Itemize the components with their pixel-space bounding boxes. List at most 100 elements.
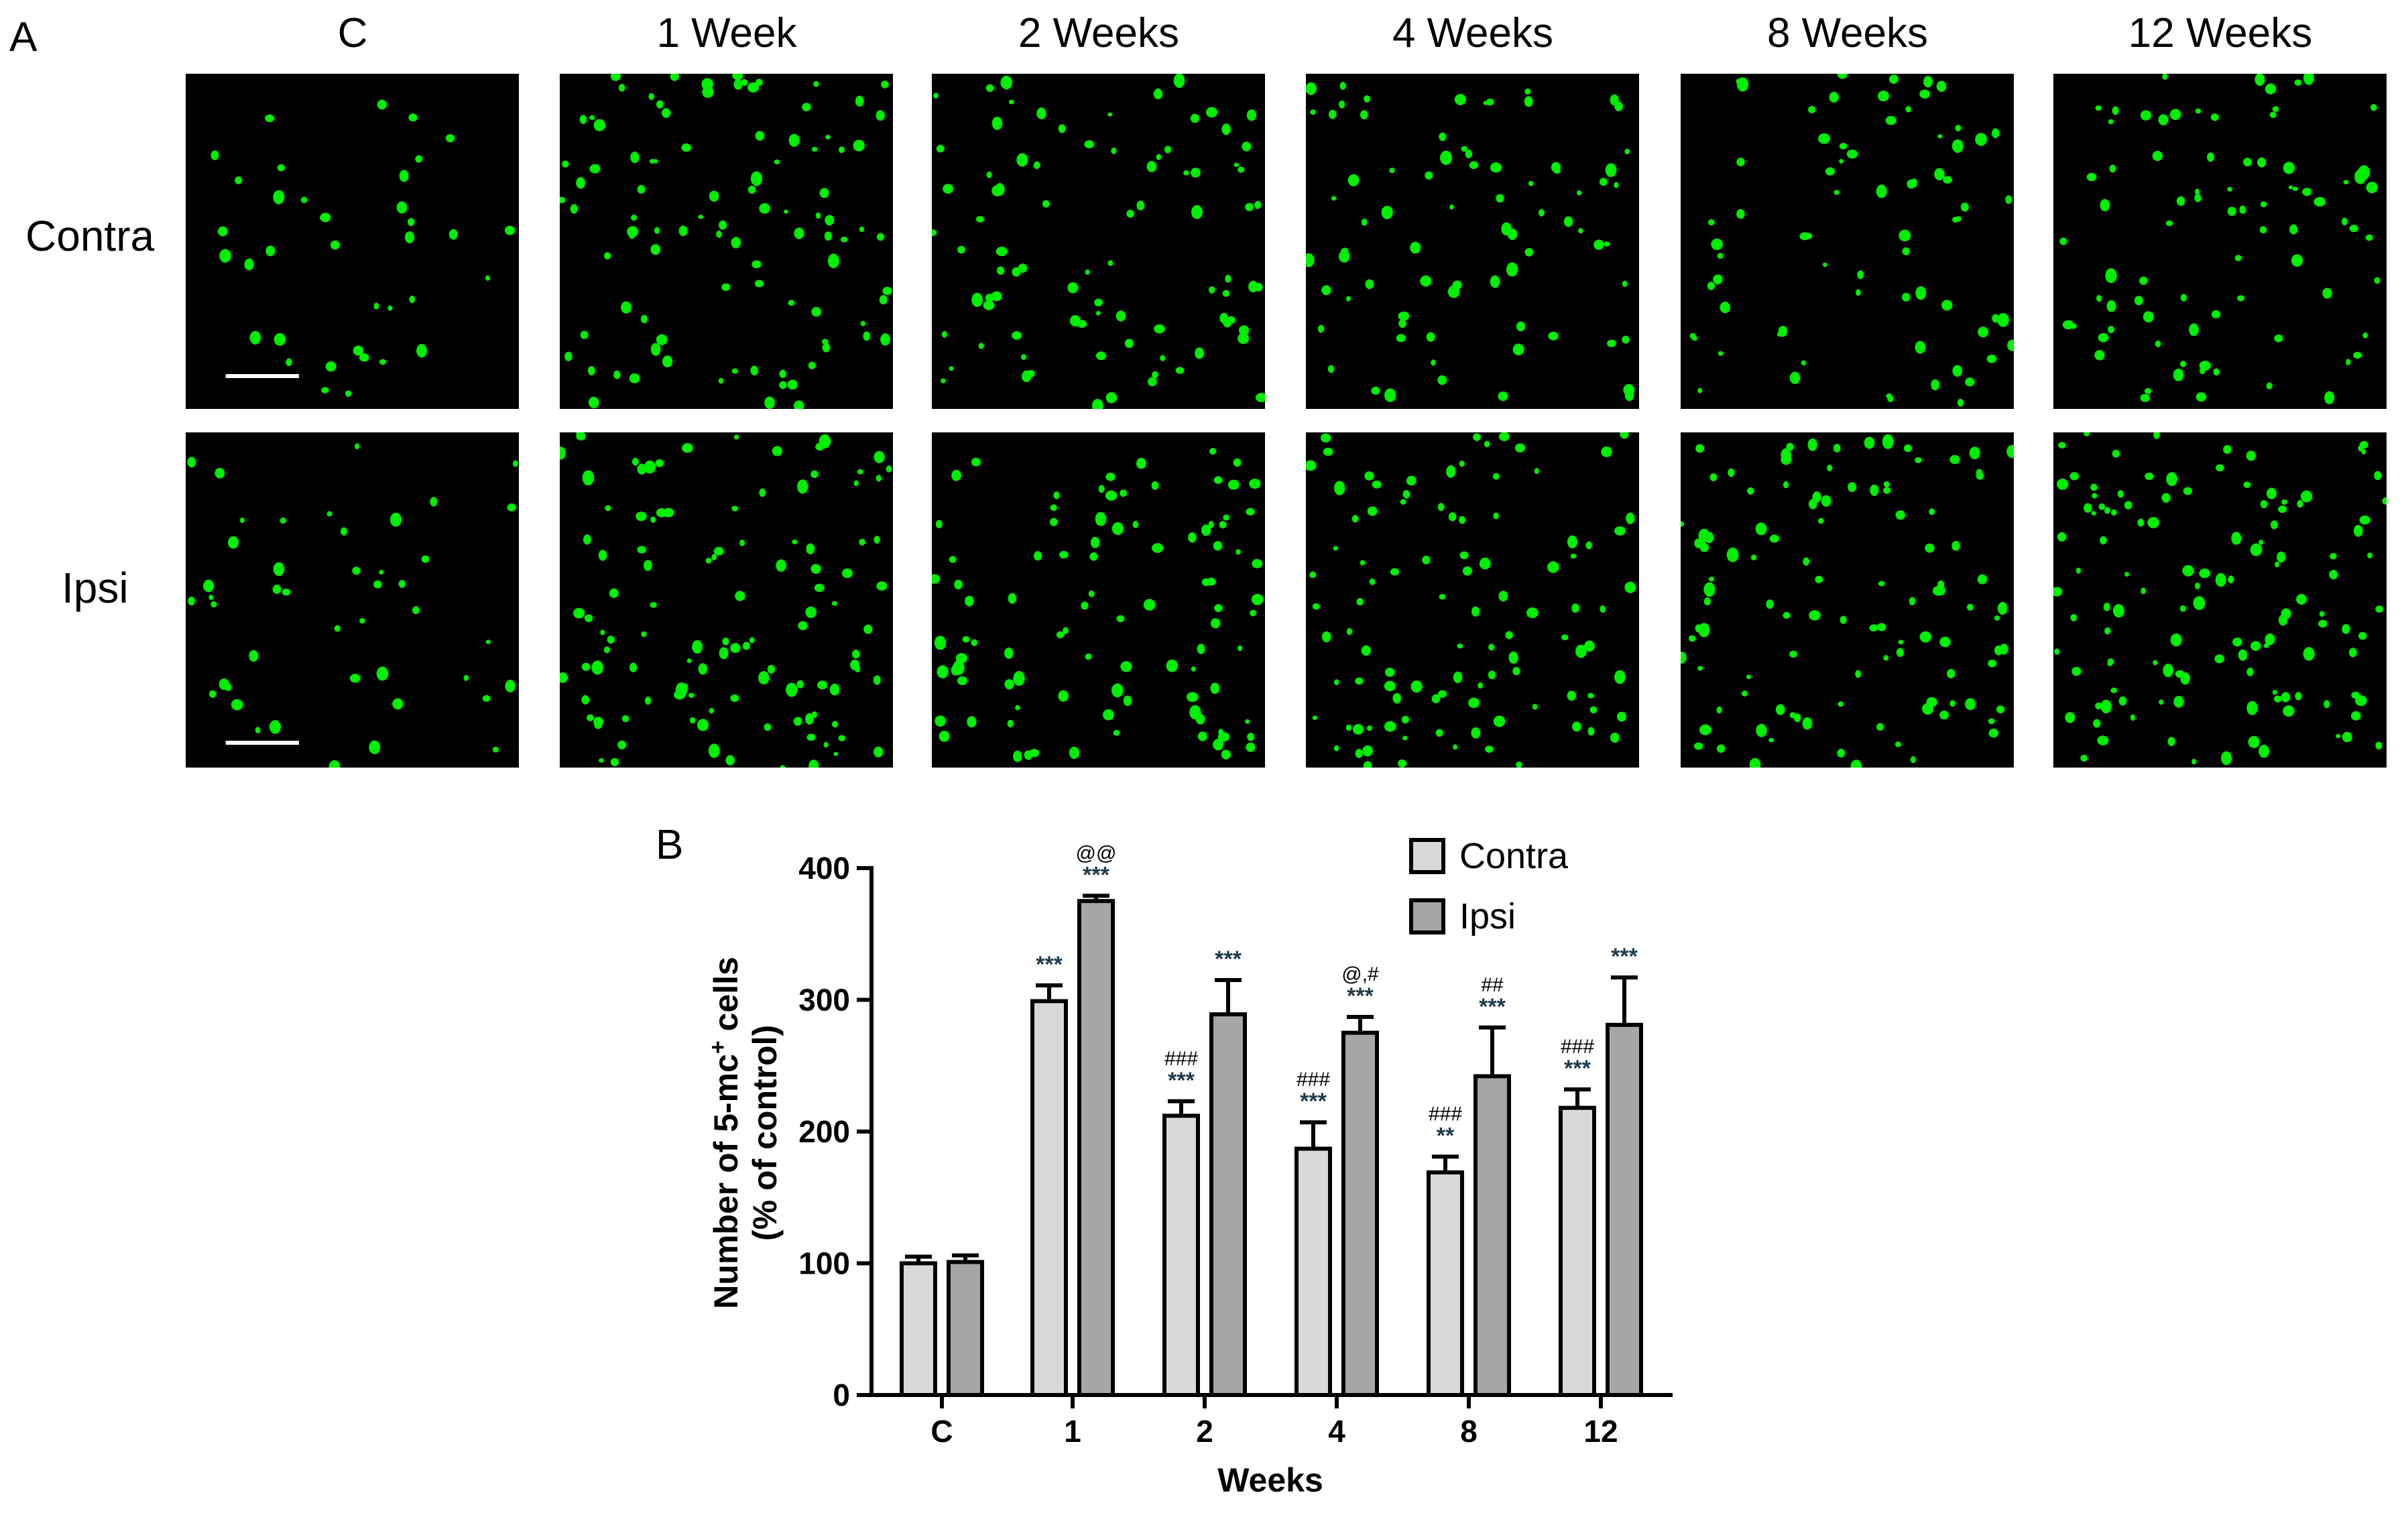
cell-nucleus bbox=[1610, 732, 1620, 743]
cell-nucleus bbox=[235, 176, 243, 184]
cell-nucleus bbox=[1894, 741, 1901, 747]
cell-nucleus bbox=[640, 314, 648, 324]
cell-nucleus bbox=[857, 469, 863, 475]
cell-nucleus bbox=[859, 538, 865, 546]
cell-nucleus bbox=[759, 203, 770, 214]
cell-nucleus bbox=[971, 457, 981, 467]
cell-nucleus bbox=[2274, 334, 2283, 343]
cell-nucleus bbox=[2108, 119, 2114, 125]
cell-nucleus bbox=[996, 266, 1005, 276]
cell-nucleus bbox=[1050, 504, 1057, 511]
cell-nucleus bbox=[485, 640, 491, 644]
cell-nucleus bbox=[932, 229, 937, 237]
cell-nucleus bbox=[986, 171, 992, 178]
cell-nucleus bbox=[841, 568, 853, 579]
cell-nucleus bbox=[1105, 490, 1118, 501]
cell-nucleus bbox=[1926, 696, 1937, 707]
cell-nucleus bbox=[2329, 570, 2338, 580]
cell-nucleus bbox=[2200, 367, 2206, 375]
cell-nucleus bbox=[2227, 206, 2236, 216]
cell-nucleus bbox=[1766, 599, 1774, 609]
x-axis-label: Weeks bbox=[1217, 1461, 1323, 1499]
cell-nucleus bbox=[750, 171, 763, 186]
cell-nucleus bbox=[1939, 636, 1951, 648]
cell-nucleus bbox=[852, 650, 860, 659]
cell-nucleus bbox=[804, 713, 814, 725]
cell-nucleus bbox=[2097, 735, 2109, 745]
cell-nucleus bbox=[562, 160, 569, 168]
cell-nucleus bbox=[1401, 715, 1410, 724]
cell-nucleus bbox=[1356, 598, 1364, 606]
cell-nucleus bbox=[1965, 698, 1976, 711]
cell-nucleus bbox=[2167, 737, 2175, 747]
cell-nucleus bbox=[373, 580, 382, 589]
cell-nucleus bbox=[1799, 232, 1810, 241]
cell-nucleus bbox=[1347, 174, 1360, 186]
cell-nucleus bbox=[698, 215, 704, 219]
bar bbox=[1341, 1030, 1379, 1397]
cell-nucleus bbox=[1120, 489, 1128, 497]
cell-nucleus bbox=[767, 664, 776, 674]
cell-nucleus bbox=[210, 150, 219, 160]
cell-nucleus bbox=[1850, 760, 1862, 768]
cell-nucleus bbox=[282, 589, 291, 596]
cell-nucleus bbox=[2238, 649, 2248, 661]
cell-nucleus bbox=[1042, 200, 1050, 208]
cell-nucleus bbox=[2084, 432, 2090, 436]
cell-nucleus bbox=[244, 258, 254, 271]
cell-nucleus bbox=[855, 95, 864, 107]
cell-nucleus bbox=[1976, 469, 1983, 477]
cell-nucleus bbox=[2288, 185, 2293, 190]
cell-nucleus bbox=[1091, 398, 1103, 409]
cell-nucleus bbox=[839, 146, 845, 154]
cell-nucleus bbox=[2189, 323, 2199, 337]
cell-nucleus bbox=[1210, 682, 1220, 694]
cell-nucleus bbox=[1250, 609, 1256, 617]
cell-nucleus bbox=[1567, 690, 1577, 701]
cell-nucleus bbox=[636, 511, 647, 522]
cell-nucleus bbox=[2108, 326, 2115, 333]
y-tick-label: 400 bbox=[798, 851, 850, 886]
cell-nucleus bbox=[2295, 692, 2302, 701]
cell-nucleus bbox=[825, 135, 831, 140]
cell-nucleus bbox=[1459, 551, 1469, 560]
cell-nucleus bbox=[802, 103, 811, 111]
cell-nucleus bbox=[217, 226, 228, 237]
significance-annotation: *** bbox=[1479, 994, 1506, 1020]
cell-nucleus bbox=[2302, 188, 2312, 196]
cell-nucleus bbox=[2260, 500, 2268, 509]
cell-nucleus bbox=[2359, 516, 2370, 525]
cell-nucleus bbox=[1058, 124, 1066, 133]
cell-nucleus bbox=[832, 721, 839, 728]
cell-nucleus bbox=[274, 332, 286, 346]
cell-nucleus bbox=[788, 300, 795, 306]
cell-nucleus bbox=[224, 683, 232, 691]
cell-nucleus bbox=[1036, 107, 1046, 119]
cell-nucleus bbox=[1136, 457, 1146, 469]
cell-nucleus bbox=[1334, 481, 1345, 495]
cell-nucleus bbox=[2199, 568, 2211, 579]
cell-nucleus bbox=[2350, 711, 2361, 721]
cell-nucleus bbox=[1111, 522, 1124, 536]
cell-nucleus bbox=[1197, 731, 1207, 741]
cell-nucleus bbox=[1320, 433, 1331, 443]
cell-nucleus bbox=[853, 139, 865, 152]
cell-nucleus bbox=[1435, 729, 1443, 737]
cell-nucleus bbox=[656, 100, 664, 109]
cell-nucleus bbox=[1802, 717, 1813, 730]
cell-nucleus bbox=[231, 699, 243, 711]
cell-nucleus bbox=[1221, 749, 1231, 760]
cell-nucleus bbox=[1909, 597, 1916, 605]
cell-nucleus bbox=[2266, 382, 2273, 389]
cell-nucleus bbox=[202, 579, 215, 593]
cell-nucleus bbox=[392, 698, 404, 710]
cell-nucleus bbox=[1620, 432, 1629, 439]
cell-nucleus bbox=[1360, 110, 1368, 120]
cell-nucleus bbox=[1090, 536, 1100, 548]
cell-nucleus bbox=[1362, 745, 1373, 757]
cell-nucleus bbox=[629, 662, 638, 672]
cell-nucleus bbox=[1896, 648, 1905, 657]
cell-nucleus bbox=[280, 517, 287, 524]
cell-nucleus bbox=[849, 659, 860, 670]
cell-nucleus bbox=[1242, 141, 1252, 152]
